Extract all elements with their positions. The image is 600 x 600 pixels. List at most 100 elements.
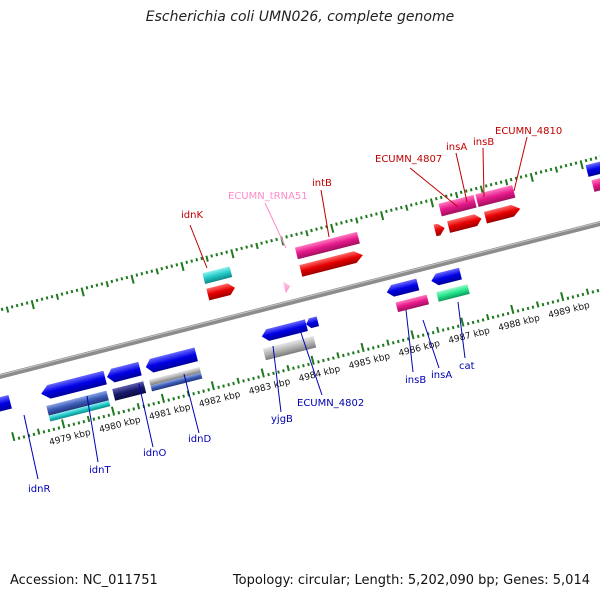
gene-label-idnr[interactable]: idnR	[28, 484, 50, 495]
idno-cds-box[interactable]	[112, 381, 147, 401]
yjgb-gene-arrow[interactable]	[260, 319, 308, 342]
yjgb-cds-box[interactable]	[262, 335, 317, 361]
gene-label-idnd[interactable]: idnD	[188, 434, 211, 445]
map-title: Escherichia coli UMN026, complete genome	[145, 9, 455, 25]
scale-tick	[60, 292, 64, 296]
gene-label-insa-top[interactable]: insA	[446, 142, 467, 153]
lower-scale-track	[11, 288, 600, 442]
scale-tick	[136, 403, 141, 410]
scale-tick	[282, 369, 285, 373]
scale-tick	[560, 292, 565, 302]
scale-tick	[471, 320, 475, 325]
idnd-cds-box[interactable]	[149, 366, 201, 386]
gene-label-idnt[interactable]: idnT	[89, 465, 111, 476]
scale-tick	[140, 272, 144, 276]
gene-label-trna51[interactable]: ECUMN_tRNA51	[228, 191, 308, 202]
scale-tick	[147, 403, 151, 407]
scale-tick	[67, 423, 71, 428]
scale-tick	[205, 255, 209, 262]
gene-label-insb-bottom[interactable]: insB	[405, 375, 426, 386]
scale-tick	[275, 237, 278, 242]
gene-label-insa-bottom[interactable]: insA	[431, 370, 452, 381]
scale-tick	[566, 296, 570, 300]
scale-label: 4985 kbp	[348, 352, 392, 372]
intb-cds-box[interactable]	[294, 231, 360, 260]
scale-tick	[32, 432, 36, 437]
scale-tick	[554, 166, 559, 173]
gene-label-ecumn-4810[interactable]: ECUMN_4810	[495, 126, 562, 137]
scale-tick	[180, 261, 185, 272]
accession-text: Accession: NC_011751	[10, 573, 158, 588]
scale-tick	[52, 427, 56, 431]
scale-tick	[47, 428, 51, 433]
scale-tick	[105, 280, 110, 288]
gene-label-intb[interactable]: intB	[312, 178, 332, 189]
scale-tick	[355, 217, 359, 224]
idnt-cds-box-2[interactable]	[48, 400, 111, 422]
scale-tick	[399, 205, 403, 210]
scale-label: 4980 kbp	[98, 415, 142, 435]
scale-tick	[451, 325, 455, 330]
scale-tick	[342, 353, 345, 358]
ecumn-4802-gene-arrow[interactable]	[305, 316, 320, 329]
scale-tick	[466, 321, 470, 326]
scale-tick	[200, 256, 204, 261]
idnd-gene-arrow[interactable]	[144, 347, 198, 374]
idnt-gene-arrow[interactable]	[39, 370, 107, 401]
idnr-gene-arrow[interactable]	[0, 394, 12, 417]
scale-tick	[391, 341, 395, 345]
scale-tick	[347, 352, 350, 356]
scale-tick	[115, 278, 119, 282]
insb-reverse-cds-box[interactable]	[395, 294, 430, 313]
cat-cds-box[interactable]	[436, 284, 470, 302]
scale-tick	[375, 212, 378, 216]
scale-tick	[559, 165, 563, 169]
scale-tick	[489, 183, 493, 187]
gene-label-idno[interactable]: idnO	[143, 448, 166, 459]
scale-tick	[370, 213, 373, 217]
gene-label-insb-top[interactable]: insB	[473, 137, 494, 148]
idno-gene-arrow[interactable]	[105, 361, 142, 384]
edge-gene-box-right[interactable]	[585, 157, 600, 177]
scale-tick	[484, 184, 488, 188]
scale-tick	[160, 393, 166, 404]
ecumn-4807-gene-arrow[interactable]	[433, 222, 447, 237]
scale-tick	[102, 414, 106, 419]
insb-cds-box[interactable]	[475, 185, 516, 208]
scale-tick	[491, 315, 495, 320]
gene-label-cat[interactable]: cat	[459, 361, 475, 372]
insb-reverse-gene-arrow[interactable]	[385, 278, 420, 299]
idnd-cds-box-2[interactable]	[150, 372, 203, 392]
scale-tick	[160, 266, 164, 271]
scale-tick	[310, 355, 315, 365]
scale-tick	[227, 383, 230, 387]
idnk-gene-arrow[interactable]	[206, 282, 236, 301]
scale-tick	[302, 363, 305, 368]
edge-cds-box-right[interactable]	[591, 173, 600, 192]
gene-label-ecumn-4807[interactable]: ECUMN_4807	[375, 154, 442, 165]
scale-tick	[207, 388, 211, 392]
scale-tick	[80, 287, 85, 297]
insb-gene-arrow[interactable]	[483, 203, 522, 224]
insa-cds-box[interactable]	[438, 194, 477, 217]
scale-tick	[574, 161, 578, 165]
gene-label-yjgb[interactable]: yjgB	[271, 414, 293, 425]
scale-tick	[35, 298, 39, 303]
insa-reverse-gene-arrow[interactable]	[430, 267, 462, 287]
scale-tick	[0, 307, 4, 312]
idnk-cds-box[interactable]	[202, 266, 233, 284]
intb-gene-arrow[interactable]	[299, 249, 364, 277]
scale-tick	[242, 379, 245, 383]
scale-tick	[260, 368, 265, 378]
gene-label-ecumn-4802[interactable]: ECUMN_4802	[297, 398, 364, 409]
scale-tick	[290, 233, 293, 238]
trna51-arrow[interactable]	[282, 280, 292, 294]
scale-tick	[235, 247, 239, 252]
scale-tick	[300, 231, 303, 235]
idnt-cds-box[interactable]	[46, 390, 109, 416]
scale-tick	[584, 158, 588, 163]
gene-label-idnk[interactable]: idnK	[181, 210, 203, 221]
scale-tick	[524, 174, 528, 178]
insa-gene-arrow[interactable]	[447, 213, 483, 233]
scale-tick	[222, 384, 225, 388]
